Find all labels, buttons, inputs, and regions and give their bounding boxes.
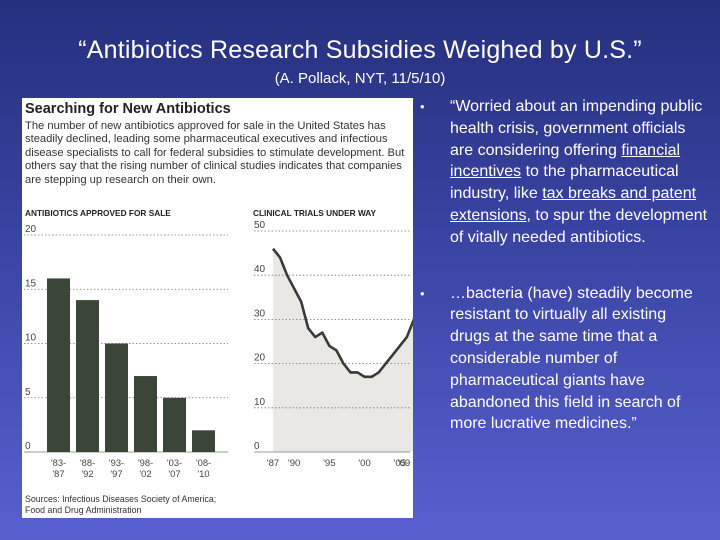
line-y-tick-label: 0	[254, 441, 260, 452]
bar-x-tick-label-bottom: '07	[168, 468, 180, 479]
figure-description: The number of new antibiotics approved f…	[25, 120, 405, 186]
bar	[105, 343, 128, 452]
bullet-marker: •	[420, 285, 425, 301]
line-area-fill	[273, 248, 413, 452]
bar-y-tick-label: 20	[25, 224, 37, 235]
line-chart-title: CLINICAL TRIALS UNDER WAY	[253, 208, 377, 218]
bar-x-tick-label-top: '08-	[196, 457, 211, 468]
line-x-tick-label: '87	[267, 458, 280, 469]
newspaper-figure: Searching for New Antibiotics The number…	[22, 98, 413, 518]
bar-x-tick-label-bottom: '10	[197, 468, 209, 479]
source-line-2: Food and Drug Administration	[25, 504, 142, 515]
tax-breaks-link[interactable]: tax breaks and patent extensions	[450, 185, 697, 224]
line-x-tick-label: '05	[394, 458, 407, 469]
bar	[134, 376, 157, 452]
financial-incentives-link[interactable]: financial incentives	[450, 141, 681, 181]
bar-x-tick-label-top: '93-	[109, 457, 124, 468]
bar-x-tick-label-top: '88-	[80, 457, 95, 468]
line-x-tick-label: '90	[288, 458, 301, 469]
bar-x-tick-label-bottom: '87	[52, 468, 64, 479]
line-x-tick-label: '09	[398, 458, 411, 469]
bullet-item-1: • “Worried about an impending public hea…	[420, 96, 710, 249]
charts-svg: ANTIBIOTICS APPROVED FOR SALE 0 5 10 15 20 '83…	[24, 208, 413, 479]
bar	[76, 300, 99, 452]
line-series	[271, 247, 413, 379]
line-y-tick-label: 10	[254, 397, 266, 408]
bar-y-tick-label: 5	[25, 387, 31, 398]
figure-source: Sources: Infectious Diseases Society of …	[25, 494, 255, 515]
source-line-1: Sources: Infectious Diseases Society of …	[25, 494, 217, 504]
bar-x-tick-label-top: '03-	[167, 457, 182, 468]
slide-title: “Antibiotics Research Subsidies Weighed …	[78, 36, 642, 64]
bar	[192, 430, 215, 452]
bar-x-tick-label-bottom: '02	[139, 468, 151, 479]
bullet-2-text: …bacteria (have) steadily become resista…	[450, 284, 693, 433]
bar-x-tick-label-top: '98-	[138, 457, 153, 468]
bar-x-tick-label-top: '83-	[51, 457, 66, 468]
line-x-tick-label: '00	[358, 458, 371, 469]
bullet-1-text-part-3: , to spur the development of vitally nee…	[450, 206, 708, 246]
bar-y-tick-label: 0	[25, 441, 31, 452]
figure-heading: Searching for New Antibiotics	[25, 101, 231, 117]
bullet-item-2: • …bacteria (have) steadily become resis…	[420, 283, 710, 436]
bar-y-tick-label: 10	[25, 333, 37, 344]
line-x-tick-label: '95	[323, 458, 336, 469]
bar-chart-title: ANTIBIOTICS APPROVED FOR SALE	[25, 208, 171, 218]
bullet-list: • “Worried about an impending public hea…	[420, 96, 710, 435]
bullet-1-text-part-1: “Worried about an impending public healt…	[450, 98, 703, 159]
bar-x-tick-label-bottom: '92	[81, 468, 93, 479]
bar-x-tick-label-bottom: '97	[110, 468, 122, 479]
line-y-tick-label: 40	[254, 264, 266, 275]
bar	[163, 397, 186, 452]
line-y-tick-label: 50	[254, 220, 266, 231]
bar	[47, 278, 70, 452]
bullet-marker: •	[420, 99, 425, 114]
slide-subtitle: (A. Pollack, NYT, 11/5/10)	[274, 70, 446, 87]
bullet-1-text-part-2: to the pharmaceutical industry, like	[450, 163, 679, 203]
line-y-tick-label: 20	[254, 353, 266, 364]
line-y-tick-label: 30	[254, 308, 266, 319]
bar-y-tick-label: 15	[25, 278, 37, 289]
